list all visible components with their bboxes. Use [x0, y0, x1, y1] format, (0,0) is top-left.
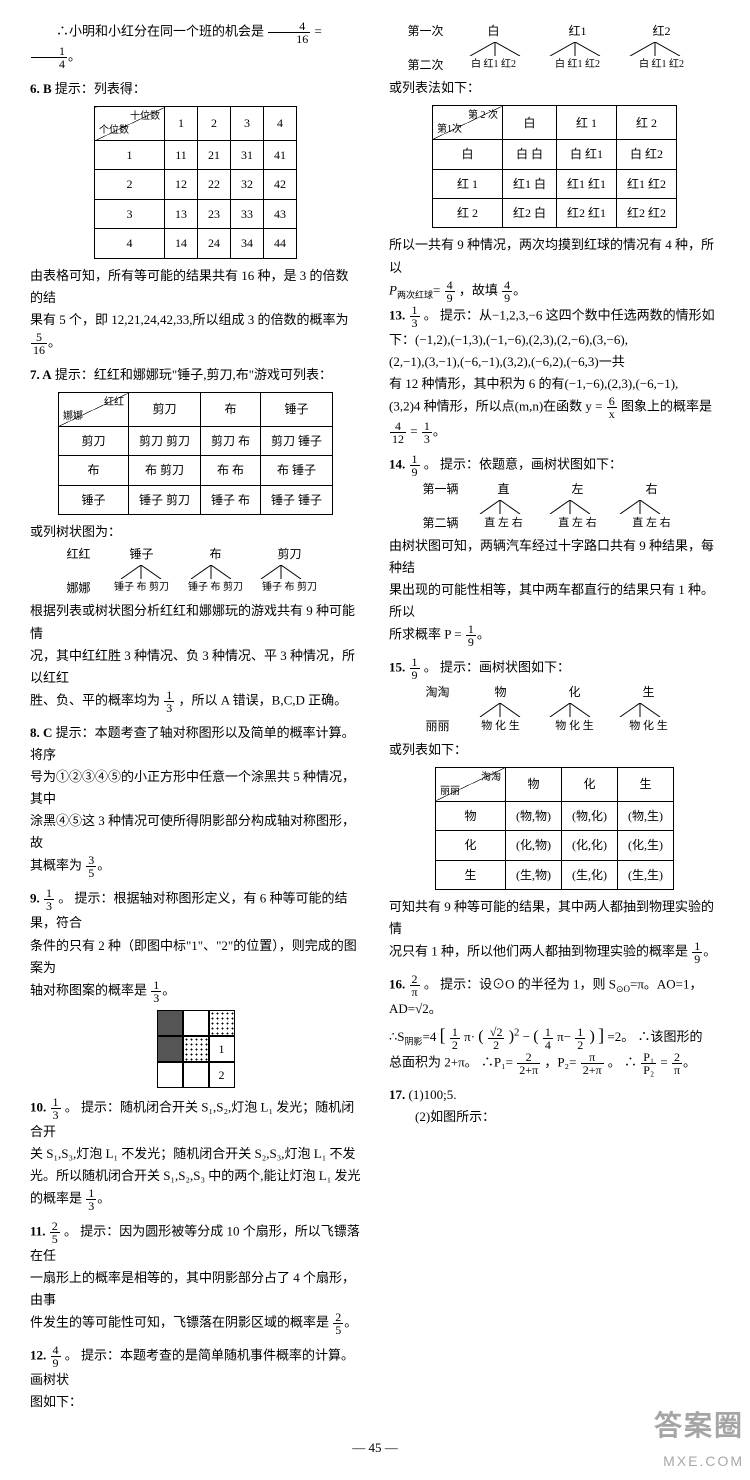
q16: 16. 2π 。 提示：设⊙O 的半径为 1，则 S⊙O=π。AO=1，AD=√…	[389, 973, 720, 1076]
q12-num: 12.	[30, 1348, 46, 1363]
table-row: 红 2红2 白红2 红1红2 红2	[432, 199, 676, 228]
table-row: 锤子锤子 剪刀锤子 布锤子 锤子	[58, 485, 332, 514]
right-column: 第一次 白 红1 红2 第二次 白 红1 红2 白 红1 红2 白 红1 红2 …	[389, 20, 720, 1421]
diag-cell: 第 2 次第1次	[432, 106, 502, 140]
q7-post2: 况，其中红红胜 3 种情况、负 3 种情况、平 3 种情况，所以红红	[30, 645, 361, 689]
table-row: 化(化,物)(化,化)(化,生)	[436, 831, 674, 860]
col-head: 3	[231, 107, 264, 141]
q6-table: 十位数个位数 1 2 3 4 111213141 212223242 31323…	[94, 106, 297, 259]
q12: 12. 49 。 提示：本题考查的是简单随机事件概率的计算。画树状 图如下：	[30, 1344, 361, 1413]
tree-branches-icon	[410, 42, 700, 56]
tree-branches-icon	[425, 703, 685, 717]
table-row: 313233343	[95, 199, 297, 228]
table-row: 111213141	[95, 141, 297, 170]
q8: 8. C 提示：本题考查了轴对称图形以及简单的概率计算。将序 号为①②③④⑤的小…	[30, 722, 361, 880]
q13: 13. 13 。 提示：从−1,2,3,−6 这四个数中任选两数的情形如 下：(…	[389, 304, 720, 445]
r-tree1: 第一次 白 红1 红2 第二次 白 红1 红2 白 红1 红2 白 红1 红2	[389, 24, 720, 73]
q7-table: 红红娜娜 剪刀布锤子 剪刀剪刀 剪刀剪刀 布剪刀 锤子 布布 剪刀布 布布 锤子…	[58, 392, 333, 515]
q6-post2: 果有 5 个，即 12,21,24,42,33,所以组成 3 的倍数的概率为 5…	[30, 309, 361, 356]
q7: 7. A 提示：红红和娜娜玩"锤子,剪刀,布"游戏可列表： 红红娜娜 剪刀布锤子…	[30, 364, 361, 714]
r-post2: P两次红球= 49 ，故填 49。	[389, 279, 720, 304]
q14-tree: 第一辆 直 左 右 第二辆 直 左 右 直 左 右 直 左 右	[389, 482, 720, 531]
q15: 15. 19 。 提示：画树状图如下： 淘淘 物 化 生	[389, 656, 720, 965]
diag-cell: 十位数个位数	[95, 107, 165, 141]
q7-num: 7. A	[30, 367, 52, 382]
table-row: 红 1红1 白红1 红1红1 红2	[432, 169, 676, 198]
page-number: — 45 —	[30, 1437, 720, 1459]
table-row: 剪刀剪刀 剪刀剪刀 布剪刀 锤子	[58, 427, 332, 456]
diag-cell: 红红娜娜	[58, 393, 128, 427]
q15-tree: 淘淘 物 化 生 丽丽 物 化 生 物 化 生 物 化 生	[389, 685, 720, 734]
q13-num: 13.	[389, 307, 405, 322]
col-head: 1	[165, 107, 198, 141]
q6-post1: 由表格可知，所有等可能的结果共有 16 种，是 3 的倍数的结	[30, 265, 361, 309]
r-table-label: 或列表法如下：	[389, 77, 720, 99]
q10: 10. 13 。 提示：随机闭合开关 S₁,S₂,灯泡 L₁ 发光；随机闭合开 …	[30, 1096, 361, 1212]
frac: 416	[268, 20, 310, 45]
table-row: 414243444	[95, 229, 297, 258]
left-column: ∴小明和小红分在同一个班的机会是 416 = 14。 6. B 提示：列表得： …	[30, 20, 361, 1421]
watermark-small: MXE.COM	[654, 1450, 744, 1474]
table-row: 白白 白白 红1白 红2	[432, 140, 676, 169]
q14-num: 14.	[389, 456, 405, 471]
q11: 11. 25 。 提示：因为圆形被等分成 10 个扇形，所以飞镖落在任 一扇形上…	[30, 1220, 361, 1336]
r-table: 第 2 次第1次 白红 1红 2 白白 白白 红1白 红2 红 1红1 白红1 …	[432, 105, 677, 228]
intro-line: ∴小明和小红分在同一个班的机会是 416 = 14。	[30, 20, 361, 70]
r-post1: 所以一共有 9 种情况，两次均摸到红球的情况有 4 种，所以	[389, 234, 720, 278]
q10-num: 10.	[30, 1099, 46, 1114]
tree-branches-icon	[71, 565, 321, 579]
q9-num: 9.	[30, 891, 40, 906]
q11-num: 11.	[30, 1223, 46, 1238]
q16-num: 16.	[389, 977, 405, 992]
q7-tree-label: 或列树状图为：	[30, 521, 361, 543]
q9-grid: 1 2	[157, 1010, 235, 1088]
q8-num: 8. C	[30, 725, 52, 740]
q17: 17. (1)100;5. (2)如图所示：	[389, 1084, 720, 1128]
q6: 6. B 提示：列表得： 十位数个位数 1 2 3 4 111213141 21…	[30, 78, 361, 356]
frac: 14	[31, 45, 67, 70]
q6-hint: 提示：列表得：	[55, 81, 146, 96]
col-head: 2	[198, 107, 231, 141]
table-row: 物(物,物)(物,化)(物,生)	[436, 801, 674, 830]
q14: 14. 19 。 提示：依题意，画树状图如下： 第一辆 直 左 右	[389, 453, 720, 649]
q7-post3: 胜、负、平的概率均为 13 ，所以 A 错误，B,C,D 正确。	[30, 689, 361, 714]
col-head: 4	[264, 107, 297, 141]
q9: 9. 13 。 提示：根据轴对称图形定义，有 6 种等可能的结果，符合 条件的只…	[30, 887, 361, 1087]
tree-branches-icon	[425, 500, 685, 514]
watermark: 答案圈 MXE.COM	[654, 1402, 744, 1473]
table-row: 生(生,物)(生,化)(生,生)	[436, 860, 674, 889]
q7-post1: 根据列表或树状图分析红红和娜娜玩的游戏共有 9 种可能情	[30, 600, 361, 644]
watermark-big: 答案圈	[654, 1402, 744, 1450]
q7-tree: 红红 锤子 布 剪刀 娜娜 锤子 布 剪刀 锤子 布 剪刀 锤子	[30, 547, 361, 596]
table-row: 布布 剪刀布 布布 锤子	[58, 456, 332, 485]
q17-num: 17.	[389, 1087, 405, 1102]
intro-text: ∴小明和小红分在同一个班的机会是	[56, 23, 264, 38]
q15-table: 淘淘丽丽 物化生 物(物,物)(物,化)(物,生) 化(化,物)(化,化)(化,…	[435, 767, 674, 890]
q6-num: 6. B	[30, 81, 52, 96]
diag-cell: 淘淘丽丽	[436, 767, 506, 801]
q7-hint: 提示：红红和娜娜玩"锤子,剪刀,布"游戏可列表：	[55, 367, 332, 382]
q15-num: 15.	[389, 660, 405, 675]
table-row: 212223242	[95, 170, 297, 199]
